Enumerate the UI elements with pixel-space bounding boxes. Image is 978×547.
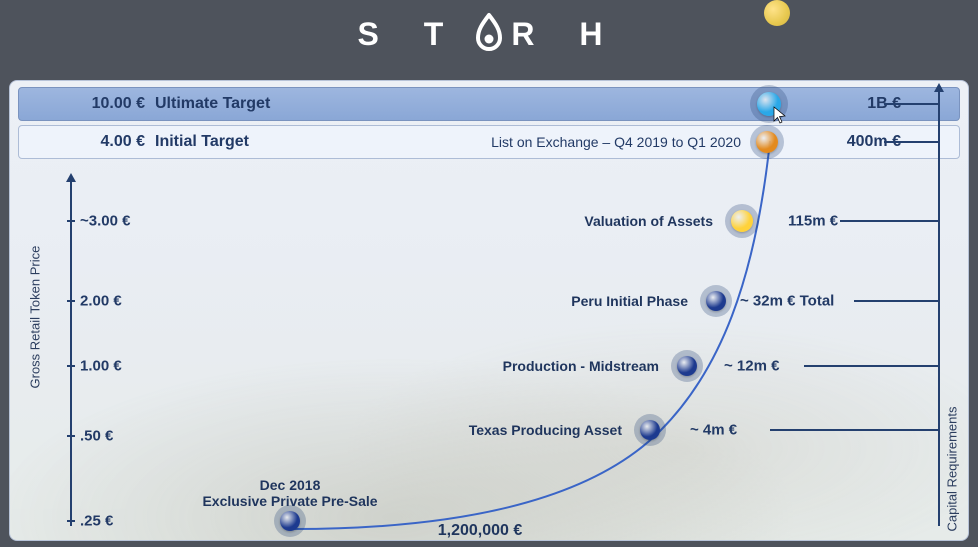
milestone-node [677, 356, 697, 376]
ytick-label: ~3.00 € [80, 213, 130, 230]
capital-value: ~ 12m € [724, 358, 779, 375]
ytick [67, 520, 75, 522]
right-axis-title: Capital Requirements [945, 407, 960, 532]
node-label: Production - Midstream [503, 358, 659, 374]
rtick-line [854, 300, 940, 302]
capital-value: ~ 32m € Total [740, 293, 834, 310]
left-axis-title: Gross Retail Token Price [28, 246, 43, 389]
node-label: Peru Initial Phase [571, 293, 688, 309]
capital-value: ~ 4m € [690, 422, 737, 439]
ytick-label: .25 € [80, 513, 113, 530]
milestone-node [731, 210, 753, 232]
milestone-node [757, 92, 781, 116]
right-axis [938, 91, 940, 526]
ytick [67, 220, 75, 222]
rtick-line [804, 365, 940, 367]
milestone-node [756, 131, 778, 153]
ultimate-price: 10.00 € [65, 95, 145, 113]
ytick [67, 365, 75, 367]
rtick-line [884, 103, 940, 105]
ytick-label: 1.00 € [80, 358, 122, 375]
ytick-label: .50 € [80, 428, 113, 445]
milestone-node [640, 420, 660, 440]
milestone-node [706, 291, 726, 311]
node-label: Exclusive Private Pre-Sale [202, 493, 377, 509]
ytick [67, 300, 75, 302]
brand-right: R H [511, 16, 620, 53]
header: S T R H [0, 0, 978, 68]
ultimate-target-bar: 10.00 € Ultimate Target 1B € [18, 87, 960, 121]
ultimate-label: Ultimate Target [155, 95, 270, 113]
flame-icon [469, 12, 509, 56]
capital-value: 115m € [788, 213, 838, 230]
initial-target-bar: 4.00 € Initial Target List on Exchange –… [18, 125, 960, 159]
left-axis [70, 181, 72, 526]
node-label: Texas Producing Asset [469, 422, 622, 438]
node-label: Valuation of Assets [584, 213, 713, 229]
ytick [67, 435, 75, 437]
milestone-node [280, 511, 300, 531]
rtick-line [884, 141, 940, 143]
brand-left: S T [358, 16, 462, 53]
ytick-label: 2.00 € [80, 293, 122, 310]
initial-price: 4.00 € [65, 133, 145, 151]
node-value: 1,200,000 € [438, 522, 523, 540]
rtick-line [770, 429, 940, 431]
initial-middle: List on Exchange – Q4 2019 to Q1 2020 [491, 134, 741, 150]
brand-logo: S T R H [358, 12, 621, 56]
chart-card: 10.00 € Ultimate Target 1B € 4.00 € Init… [9, 80, 969, 541]
initial-label: Initial Target [155, 133, 249, 151]
sun-decor [764, 0, 790, 26]
node-label: Dec 2018 [260, 477, 321, 493]
rtick-line [840, 220, 940, 222]
